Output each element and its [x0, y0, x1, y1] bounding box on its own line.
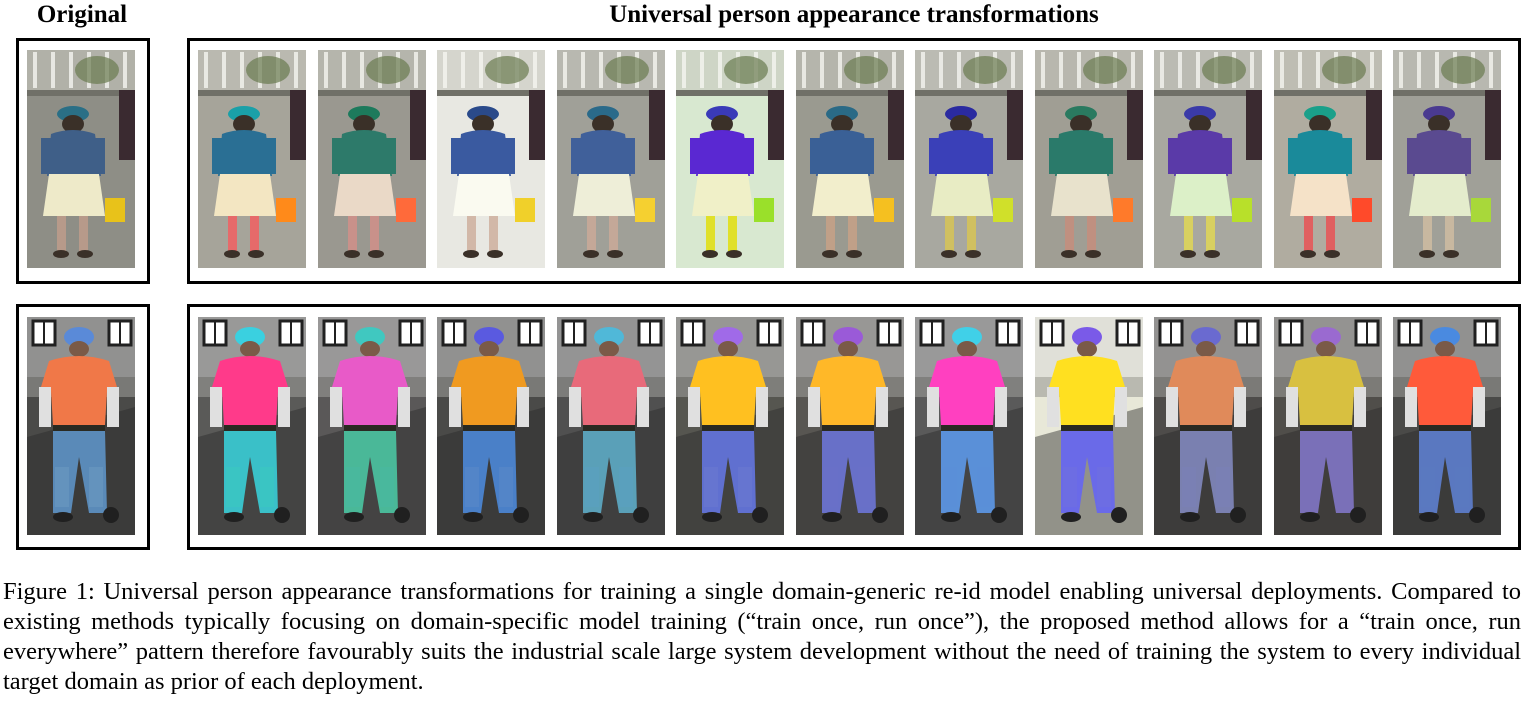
original-image-row-2: [27, 317, 135, 535]
man-figure: [437, 317, 545, 535]
woman-figure: [557, 50, 665, 268]
transformed-image-row-2-9: [1154, 317, 1262, 535]
man-figure: [557, 317, 665, 535]
man-figure: [915, 317, 1023, 535]
man-figure: [1035, 317, 1143, 535]
transformed-image-row-2-5: [676, 317, 784, 535]
transformed-image-row-2-11: [1393, 317, 1501, 535]
original-column-heading: Original: [36, 1, 128, 28]
transformed-image-row-1-2: [318, 50, 426, 268]
transformed-image-row-1-9: [1154, 50, 1262, 268]
transformed-image-row-1-7: [915, 50, 1023, 268]
transformed-image-row-2-3: [437, 317, 545, 535]
transformed-image-row-1-8: [1035, 50, 1143, 268]
woman-figure: [1274, 50, 1382, 268]
transformed-image-row-1-3: [437, 50, 545, 268]
woman-figure: [1154, 50, 1262, 268]
woman-figure: [1393, 50, 1501, 268]
transformed-image-row-1-1: [198, 50, 306, 268]
transformed-image-row-1-10: [1274, 50, 1382, 268]
figure-caption: Figure 1: Universal person appearance tr…: [3, 578, 1521, 695]
woman-figure: [915, 50, 1023, 268]
transformed-image-row-2-6: [796, 317, 904, 535]
woman-figure: [1035, 50, 1143, 268]
transformed-image-row-1-6: [796, 50, 904, 268]
transformations-heading: Universal person appearance transformati…: [609, 1, 1099, 28]
transformed-image-row-1-5: [676, 50, 784, 268]
man-figure: [676, 317, 784, 535]
transformed-image-row-2-2: [318, 317, 426, 535]
transformed-image-row-2-7: [915, 317, 1023, 535]
man-figure: [318, 317, 426, 535]
man-figure: [27, 317, 135, 535]
transformed-image-row-2-10: [1274, 317, 1382, 535]
transformed-image-row-1-11: [1393, 50, 1501, 268]
man-figure: [1274, 317, 1382, 535]
woman-figure: [676, 50, 784, 268]
woman-figure: [27, 50, 135, 268]
woman-figure: [318, 50, 426, 268]
man-figure: [796, 317, 904, 535]
original-image-row-1: [27, 50, 135, 268]
transformed-image-row-2-1: [198, 317, 306, 535]
transformed-image-row-2-4: [557, 317, 665, 535]
transformed-image-row-1-4: [557, 50, 665, 268]
woman-figure: [796, 50, 904, 268]
man-figure: [1154, 317, 1262, 535]
man-figure: [198, 317, 306, 535]
woman-figure: [198, 50, 306, 268]
woman-figure: [437, 50, 545, 268]
man-figure: [1393, 317, 1501, 535]
transformed-image-row-2-8: [1035, 317, 1143, 535]
